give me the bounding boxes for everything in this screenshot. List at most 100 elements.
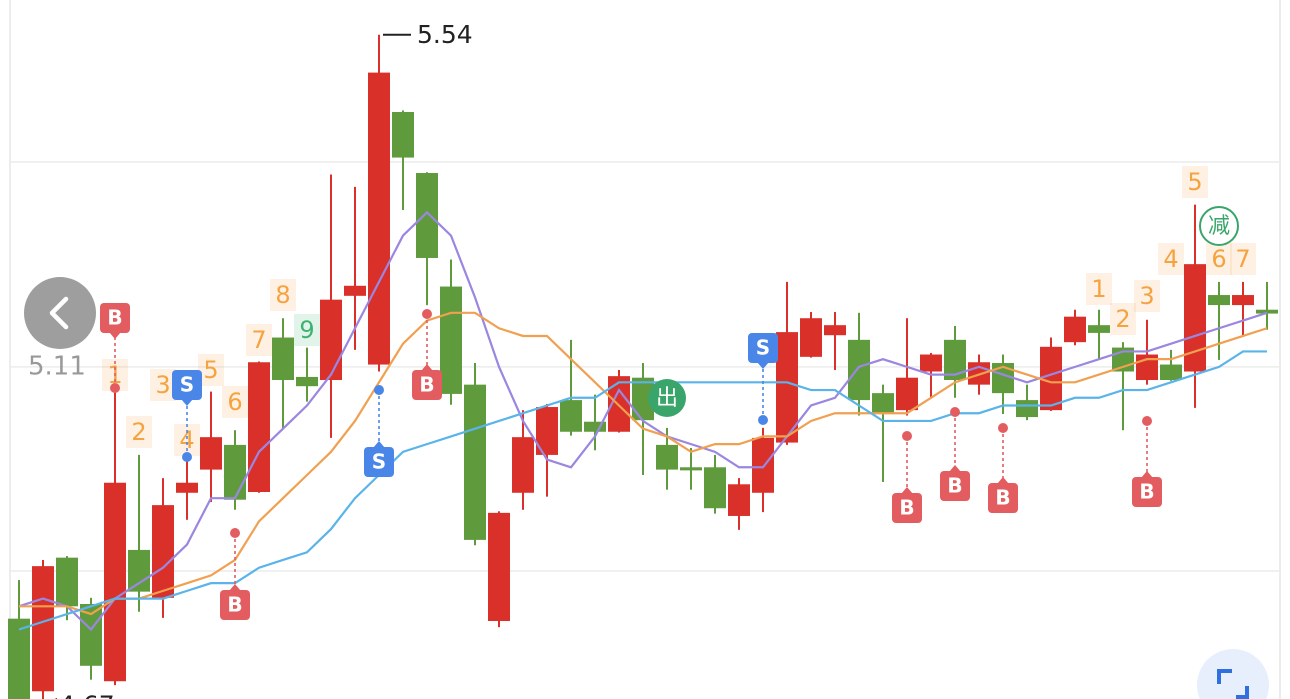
candle-body (1208, 295, 1230, 306)
count-label: 3 (155, 371, 170, 399)
candle-body (128, 549, 150, 592)
ma-lines (18, 210, 1268, 632)
count-bg (1134, 280, 1160, 312)
candle-body (704, 467, 726, 509)
candle-body (248, 362, 270, 493)
signal-label: S (756, 336, 770, 360)
candle-body (752, 437, 774, 493)
signal-dot (902, 431, 912, 441)
signal-label: B (995, 486, 1010, 510)
count-bg (1110, 303, 1136, 335)
candle-body (992, 363, 1014, 394)
count-bg (1230, 243, 1256, 275)
count-bg (270, 279, 296, 311)
candle-body (656, 444, 678, 470)
count-bg (294, 314, 320, 346)
signal-pointer (757, 362, 769, 369)
count-label: 2 (131, 418, 146, 446)
signal-badge (892, 493, 922, 523)
candles (8, 34, 1278, 699)
candle-body (200, 437, 222, 470)
signal-badge (748, 333, 778, 363)
candle-body (512, 437, 534, 493)
ma-line (19, 311, 1268, 616)
count-label: 4 (1163, 245, 1178, 273)
candle-body (896, 377, 918, 411)
y-tick-label: 5.11 (28, 351, 86, 381)
count-bg (246, 324, 272, 356)
signal-pointer (229, 584, 241, 591)
candle-body (1064, 316, 1086, 343)
candle-body (1040, 346, 1062, 411)
candle-body (824, 325, 846, 336)
candle-body (1256, 309, 1278, 314)
signal-dot (758, 415, 768, 425)
candle-body (296, 376, 318, 387)
count-label: 6 (227, 388, 242, 416)
signal-dot (374, 385, 384, 395)
candle-body (392, 111, 414, 158)
signal-badge (100, 303, 130, 333)
signal-label: B (1139, 480, 1154, 504)
labels: 5.11 5.54 4.67 (28, 20, 473, 699)
expand-button[interactable] (1197, 649, 1269, 699)
signal-dot (998, 423, 1008, 433)
count-label: 8 (275, 281, 290, 309)
ma-line (18, 350, 1267, 631)
signal-badge (220, 590, 250, 620)
signal-dot (1142, 416, 1152, 426)
candle-body (872, 393, 894, 414)
count-label: 4 (179, 426, 194, 454)
candle-body (368, 72, 390, 365)
candle-body (680, 467, 702, 471)
signal-pointer (181, 399, 193, 406)
signal-dot (182, 452, 192, 462)
candle-body (8, 618, 30, 699)
high-label: 5.54 (417, 20, 473, 49)
candle-body (32, 566, 54, 692)
signal-label: 出 (656, 386, 678, 411)
candle-body (1016, 400, 1038, 418)
signal-badge (648, 379, 686, 417)
signal-badge (1132, 477, 1162, 507)
candle-body (608, 376, 630, 432)
signal-pointer (421, 364, 433, 371)
candle-body (848, 339, 870, 401)
signal-pointer (997, 477, 1009, 484)
count-label: 2 (1115, 305, 1130, 333)
signal-badge (412, 370, 442, 400)
count-label: 7 (251, 326, 266, 354)
candle-body (104, 482, 126, 682)
signal-label: B (419, 373, 434, 397)
candle-body (536, 407, 558, 455)
signal-label: 减 (1208, 214, 1230, 239)
signal-dot (230, 528, 240, 538)
signal-badge (364, 447, 394, 477)
candle-body (632, 377, 654, 421)
count-bg (150, 369, 176, 401)
signal-pointer (109, 332, 121, 339)
signal-label: S (180, 373, 194, 397)
back-button[interactable] (24, 277, 96, 349)
candle-body (464, 384, 486, 540)
candle-body (488, 512, 510, 621)
count-bg (1086, 273, 1112, 305)
count-label: 6 (1211, 245, 1226, 273)
count-label: 1 (1091, 275, 1106, 303)
expand-button-bg (1197, 649, 1269, 699)
candle-body (584, 421, 606, 432)
candle-body (320, 299, 342, 381)
candle-body (800, 318, 822, 357)
signal-badge (1199, 206, 1239, 246)
signal-pointer (373, 441, 385, 448)
candle-body (272, 337, 294, 381)
candle-body (152, 505, 174, 598)
signal-label: B (227, 593, 242, 617)
signal-dot (110, 383, 120, 393)
signal-label: B (899, 496, 914, 520)
count-bg (1182, 166, 1208, 198)
candle-body (920, 354, 942, 372)
signal-badge (988, 483, 1018, 513)
